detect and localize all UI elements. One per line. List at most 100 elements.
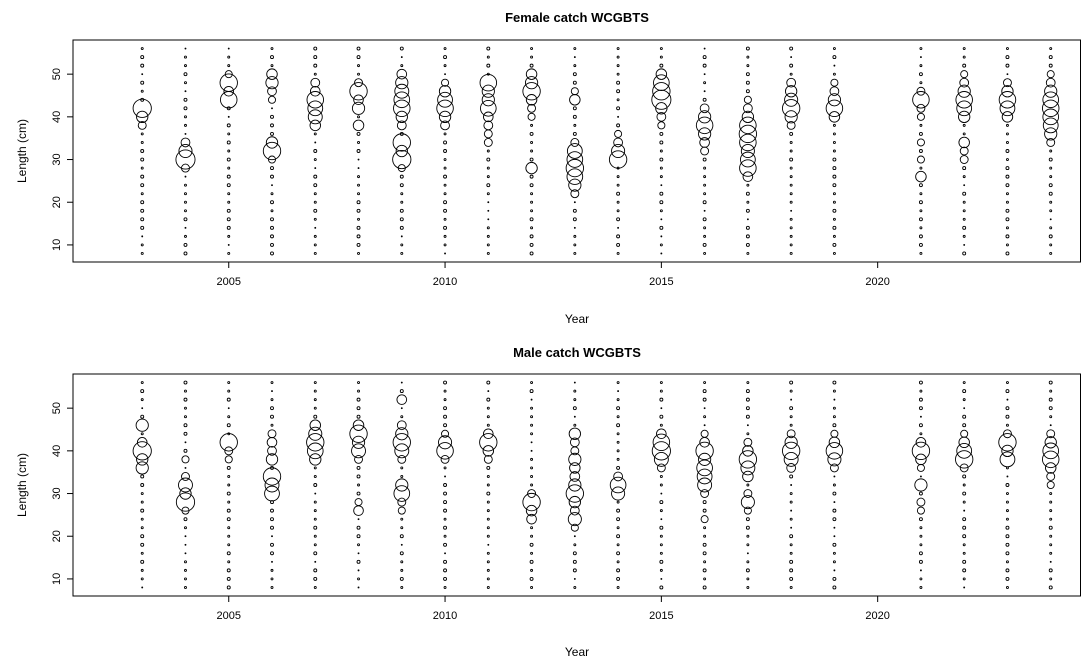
bubble-point [264, 477, 280, 493]
bubble-point [1048, 55, 1053, 60]
bubble-point [962, 551, 966, 555]
bubble-point [659, 209, 663, 213]
bubble-point [1005, 576, 1010, 581]
bubble-point [140, 166, 144, 170]
bubble-point [660, 407, 663, 410]
bubble-point [140, 568, 144, 572]
bubble-point [745, 72, 750, 77]
bubble-point [572, 114, 577, 119]
bubble-point [443, 559, 447, 564]
bubble-point [400, 475, 404, 478]
bubble-point [745, 568, 750, 573]
bubble-point [443, 423, 447, 428]
bubble-point [313, 586, 317, 589]
bubble-point [530, 586, 534, 589]
bubble-point [659, 243, 663, 247]
bubble-point [745, 225, 750, 230]
bubble-point [436, 442, 454, 460]
bubble-point [573, 123, 577, 127]
bubble-point [313, 381, 317, 384]
bubble-point [529, 183, 534, 188]
bubble-point [616, 440, 620, 444]
bubble-point [957, 84, 971, 98]
bubble-point [357, 72, 360, 76]
bubble-point [270, 423, 274, 427]
bubble-point [440, 120, 450, 131]
bubble-point [443, 525, 447, 530]
bubble-point [746, 534, 750, 538]
bubble-point [962, 225, 967, 230]
bubble-point [702, 500, 707, 505]
bubble-point [660, 577, 663, 580]
bubble-point [530, 141, 534, 144]
bubble-point [962, 543, 966, 547]
bubble-point [444, 73, 446, 76]
bubble-point [530, 457, 534, 461]
bubble-point [572, 559, 577, 564]
bubble-point [270, 174, 274, 179]
bubble-point [790, 484, 793, 486]
bubble-point [483, 428, 494, 440]
bubble-point [746, 64, 750, 68]
bubble-point [659, 534, 663, 538]
bubble-point [832, 192, 836, 196]
bubble-point [140, 559, 145, 564]
bubble-point [443, 192, 447, 196]
bubble-point [313, 132, 317, 136]
bubble-point [140, 217, 145, 222]
bubble-point [963, 509, 966, 512]
bubble-point [399, 208, 404, 213]
bubble-point [570, 189, 580, 199]
bubble-point [745, 234, 750, 239]
bubble-point [227, 200, 231, 204]
bubble-point [962, 389, 967, 394]
bubble-point [265, 453, 279, 466]
bubble-point [265, 136, 279, 149]
bubble-point [703, 234, 707, 238]
bubble-point [270, 55, 274, 60]
bubble-point [313, 475, 317, 478]
bubble-point [140, 183, 145, 188]
bubble-point [306, 433, 325, 452]
bubble-point [226, 174, 231, 179]
bubble-point [184, 55, 187, 59]
bubble-point [702, 397, 707, 402]
bubble-point [1046, 138, 1056, 147]
bubble-point [443, 491, 447, 496]
bubble-point [572, 217, 577, 222]
bubble-point [486, 526, 490, 530]
bubble-point [614, 129, 623, 138]
bubble-point [527, 489, 537, 498]
y-tick-label: 10 [51, 239, 63, 251]
bubble-point [529, 389, 534, 394]
bubble-point [1005, 414, 1010, 419]
bubble-point [184, 192, 187, 196]
bubble-point [270, 200, 274, 205]
bubble-point [314, 492, 317, 495]
bubble-point [486, 149, 490, 153]
bubble-point [530, 406, 534, 410]
bubble-point [611, 486, 626, 501]
bubble-point [616, 98, 620, 102]
bubble-point [140, 157, 145, 162]
bubble-point [915, 170, 927, 183]
bubble-point [703, 47, 706, 50]
y-tick-label: 30 [51, 153, 63, 165]
bubble-point [918, 131, 923, 136]
bubble-point [183, 251, 188, 256]
bubble-point [444, 475, 446, 478]
bubble-point [611, 143, 626, 159]
bubble-point [307, 100, 324, 117]
y-tick-label: 20 [51, 196, 63, 208]
bubble-point [703, 81, 707, 85]
bubble-point [659, 131, 664, 136]
bubble-point [529, 251, 534, 256]
bubble-point [400, 466, 404, 470]
bubble-point [349, 82, 368, 101]
bubble-point [616, 381, 620, 384]
bubble-point [703, 560, 707, 564]
bubble-point [916, 497, 926, 507]
bubble-point [530, 449, 533, 452]
bubble-point [313, 183, 318, 188]
bubble-point [227, 483, 231, 487]
